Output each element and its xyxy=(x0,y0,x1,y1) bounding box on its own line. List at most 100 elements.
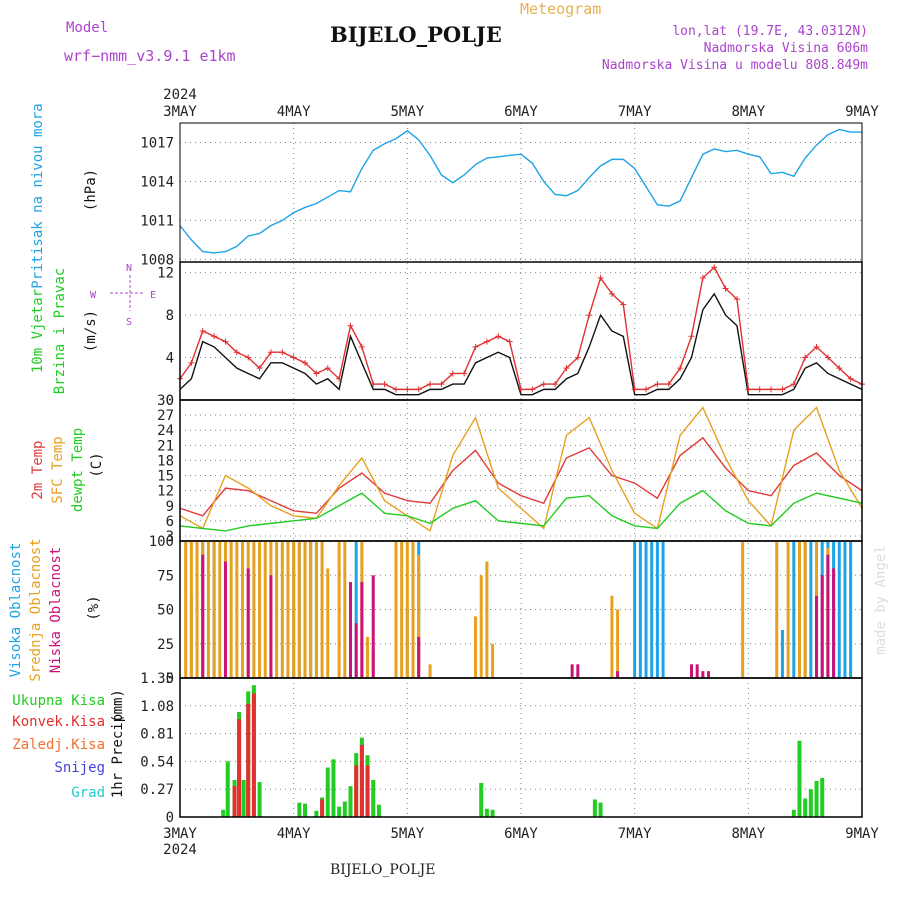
precip-axis-label: 1hr Precip xyxy=(110,714,126,798)
bar-mid_cloud xyxy=(326,568,330,678)
bar-precip_total xyxy=(325,767,330,817)
gust-marker xyxy=(302,359,309,366)
y-tick-label: 8 xyxy=(166,308,174,324)
year-label-bottom: 2024 xyxy=(163,842,197,858)
x-tick-label-bottom: 5MAY xyxy=(390,826,424,842)
gust-marker xyxy=(790,381,797,388)
bar-mid_cloud xyxy=(275,541,279,678)
bar-low_cloud xyxy=(826,554,830,678)
high-cloud-label: Visoka Oblacnost xyxy=(8,543,24,678)
bar-mid_cloud xyxy=(616,609,620,678)
bar-low_cloud xyxy=(832,568,836,678)
gust-marker xyxy=(756,386,763,393)
gust-marker xyxy=(336,375,343,382)
bar-high_cloud xyxy=(644,541,648,678)
wind-axis-label: 10m Vjetar xyxy=(30,289,46,373)
bar-mid_cloud xyxy=(252,541,256,678)
wind-axis-label-2: Brzina i Pravac xyxy=(52,268,68,394)
y-tick-label: 0 xyxy=(166,671,174,687)
bar-mid_cloud xyxy=(803,541,807,678)
y-tick-label: 6 xyxy=(166,514,174,530)
bar-mid_cloud xyxy=(741,541,745,678)
bar-high_cloud xyxy=(843,541,847,678)
gust-marker xyxy=(381,381,388,388)
bar-precip_total xyxy=(348,786,353,817)
gust-marker xyxy=(483,338,490,345)
bar-precip_total xyxy=(820,777,825,817)
gust-marker xyxy=(529,386,536,393)
gust-marker xyxy=(199,328,206,334)
gust-marker xyxy=(779,386,786,393)
y-tick-label: 3 xyxy=(166,529,174,545)
gust-marker xyxy=(324,365,331,372)
gust-marker xyxy=(188,359,195,366)
gust-marker xyxy=(392,386,399,393)
x-tick-label-top: 9MAY xyxy=(845,104,879,120)
bar-mid_cloud xyxy=(235,541,239,678)
compass-south: S xyxy=(126,317,132,328)
bar-mid_cloud xyxy=(303,541,307,678)
bar-precip_conv xyxy=(251,693,256,817)
bar-high_cloud xyxy=(849,541,853,678)
bar-precip_total xyxy=(814,780,819,817)
y-tick-label: 1011 xyxy=(140,213,174,229)
bar-low_cloud xyxy=(707,671,711,678)
bar-low_cloud xyxy=(417,636,421,678)
bar-mid_cloud xyxy=(241,541,245,678)
gust-marker xyxy=(768,386,775,393)
gust-marker xyxy=(608,290,615,297)
bar-precip_conv xyxy=(246,703,251,817)
gust-marker xyxy=(279,349,286,356)
bar-low_cloud xyxy=(576,664,580,678)
bar-mid_cloud xyxy=(797,541,801,678)
dewpoint-label: dewpt Temp xyxy=(70,428,86,512)
bar-precip_total xyxy=(221,809,226,817)
bar-mid_cloud xyxy=(474,616,478,678)
bar-precip_total xyxy=(342,801,347,817)
bar-mid_cloud xyxy=(366,636,370,678)
y-tick-label: 100 xyxy=(149,534,174,550)
gust-marker xyxy=(631,386,638,393)
precip-legend-item: Ukupna Kisa xyxy=(12,693,105,709)
pressure-axis-label: Pritisak na nivou mora xyxy=(30,103,46,288)
temp-2m-label: 2m Temp xyxy=(30,440,46,499)
temp-sfc-label: SFC Temp xyxy=(50,436,66,503)
gust-marker xyxy=(665,381,672,388)
bar-low_cloud xyxy=(695,664,699,678)
bar-precip_total xyxy=(484,808,489,817)
bar-low_cloud xyxy=(269,575,273,678)
gust-marker xyxy=(620,301,627,308)
bar-low_cloud xyxy=(616,671,620,678)
series-line-temp_2m xyxy=(179,436,863,517)
bar-high_cloud xyxy=(354,541,358,678)
bar-mid_cloud xyxy=(195,541,199,678)
precip-legend-item: Grad xyxy=(71,785,105,801)
gust-marker xyxy=(506,338,513,345)
bar-high_cloud xyxy=(837,541,841,678)
x-tick-label-top: 3MAY xyxy=(163,104,197,120)
gust-marker xyxy=(643,386,650,393)
bar-precip_total xyxy=(314,810,319,817)
bar-low_cloud xyxy=(371,575,375,678)
gust-marker xyxy=(722,285,729,292)
y-tick-label: 12 xyxy=(157,266,174,282)
footer-station: BIJELO_POLJE xyxy=(330,862,436,878)
model-altitude-label: Nadmorska Visina u modelu 808.849m xyxy=(601,58,868,73)
bar-precip_total xyxy=(803,798,808,817)
temp-unit-label: (C) xyxy=(89,452,105,477)
bar-precip_conv xyxy=(359,744,364,817)
series-line-temp_sfc xyxy=(179,406,863,533)
bar-mid_cloud xyxy=(314,541,318,678)
bar-mid_cloud xyxy=(337,541,341,678)
y-tick-label: 9 xyxy=(166,499,174,515)
gust-marker xyxy=(290,354,297,361)
bar-mid_cloud xyxy=(610,595,614,678)
gust-marker xyxy=(518,386,524,393)
gust-marker xyxy=(358,343,365,350)
bar-mid_cloud xyxy=(343,541,347,678)
y-tick-label: 1014 xyxy=(140,174,174,190)
y-tick-label: 1017 xyxy=(140,135,174,151)
y-tick-label: 1.08 xyxy=(140,699,174,715)
precip-legend-item: Zaledj.Kisa xyxy=(12,737,105,753)
coords-label: lon,lat (19.7E, 43.0312N) xyxy=(672,24,868,39)
